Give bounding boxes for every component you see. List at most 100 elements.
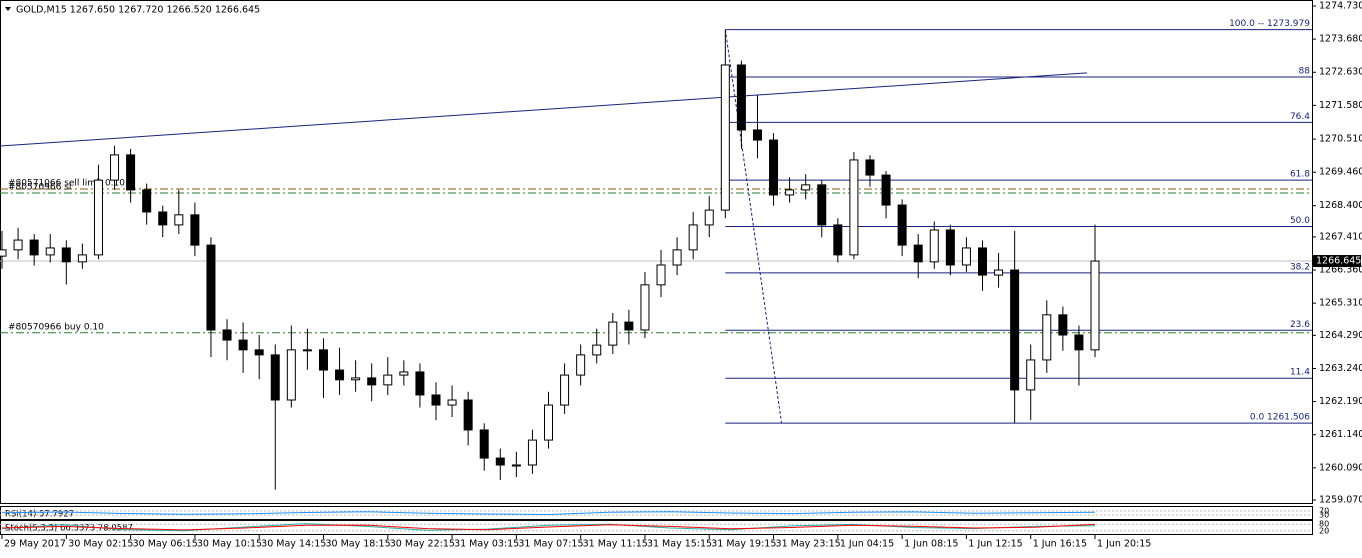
y-tick-label: 1272.630 [1319, 67, 1362, 78]
candle-body [126, 154, 136, 191]
panel-tick-label: 80 [1319, 520, 1329, 529]
y-tick-label: 1271.580 [1319, 100, 1362, 111]
rsi-frame [0, 506, 1313, 520]
x-tick-label: 1 Jun 20:15 [1097, 539, 1151, 550]
x-tick-label: 1 Jun 08:15 [904, 539, 958, 550]
order-label: #80570966 buy 0.10 [8, 322, 104, 332]
x-tick-label: 31 May 23:15 [776, 539, 841, 550]
candle-body [608, 321, 618, 346]
candle-body [1090, 260, 1100, 351]
candle-body [1010, 269, 1020, 391]
y-tick-label: 1265.310 [1319, 298, 1362, 309]
candle-body [1042, 314, 1052, 361]
x-tick-label: 30 May 14:15 [261, 539, 326, 550]
candle-body [1026, 359, 1036, 391]
candle-body [447, 399, 457, 406]
fib-label: 11.4 [1290, 368, 1310, 378]
fib-label: 50.0 [1290, 216, 1310, 226]
candle-body [752, 129, 762, 141]
candle-body [254, 349, 264, 356]
x-tick-label: 30 May 22:15 [390, 539, 455, 550]
panel-tick-label: 30 [1319, 511, 1329, 520]
candle-body [640, 284, 650, 331]
candle-body [479, 429, 489, 459]
candle-body [206, 244, 216, 331]
indicator-line [1, 523, 1096, 532]
candle-body [833, 224, 843, 256]
candle-body [142, 189, 152, 213]
y-tick-label: 1260.090 [1319, 462, 1362, 473]
main-frame [0, 0, 1313, 504]
candle-body [174, 214, 184, 226]
x-tick-label: 1 Jun 04:15 [840, 539, 894, 550]
candle-body [222, 329, 232, 341]
candle-body [656, 264, 666, 286]
candle-body [977, 247, 987, 276]
candle-body [929, 229, 939, 263]
menu-triangle [5, 7, 11, 11]
candle-body [13, 239, 23, 251]
candle-body [801, 184, 811, 191]
x-tick-label: 30 May 02:15 [68, 539, 133, 550]
x-tick-label: 31 May 11:15 [583, 539, 648, 550]
rsi-label: RSI(14) 57.7927 [5, 510, 74, 520]
fib-label: 100.0 -- 1273.979 [1229, 19, 1310, 29]
candle-body [93, 179, 103, 256]
panel-tick-label: 70 [1319, 507, 1329, 516]
candle-body [817, 184, 827, 226]
stoch-label: Stoch(5,3,3) 66.3373 78.0587 [5, 524, 133, 534]
candle-body [592, 344, 602, 356]
fib-label: 0.0 1261.506 [1250, 413, 1310, 423]
price-tag-label: 1266.645 [1316, 256, 1361, 267]
candle-body [527, 439, 537, 466]
y-tick-label: 1268.400 [1319, 200, 1362, 211]
header: GOLD,M15 1267.650 1267.720 1266.520 1266… [16, 5, 260, 16]
candle-body [865, 159, 875, 176]
candle-body [785, 189, 795, 196]
candle-body [897, 204, 907, 246]
fib-label: 61.8 [1290, 170, 1310, 180]
fib-baseline [724, 29, 783, 424]
candle-body [1074, 334, 1084, 351]
candle-body [286, 349, 296, 401]
candle-body [270, 354, 280, 401]
candle-body [736, 64, 746, 131]
candle-body [61, 247, 71, 263]
candle-body [672, 249, 682, 266]
order-label: #80571066 sell limit 0.10 [8, 178, 125, 188]
x-tick-label: 31 May 19:15 [711, 539, 776, 550]
y-tick-label: 1269.460 [1319, 167, 1362, 178]
candle-body [881, 174, 891, 206]
candle-body [994, 269, 1004, 276]
candle-body [77, 254, 87, 263]
candle-body [495, 457, 505, 466]
y-tick-label: 1266.360 [1319, 265, 1362, 276]
x-tick-label: 29 May 2017 [4, 539, 66, 550]
candle-body [560, 374, 570, 406]
x-tick-label: 1 Jun 16:15 [1033, 539, 1087, 550]
candle-body [463, 399, 473, 431]
candle-body [688, 224, 698, 251]
candle-body [511, 464, 521, 467]
y-tick-label: 1267.410 [1319, 231, 1362, 242]
candle-body [351, 377, 361, 381]
order-label: #80570966 sl [8, 183, 71, 193]
candle-body [1058, 314, 1068, 336]
y-tick-label: 1274.730 [1319, 0, 1362, 11]
candle-body [415, 371, 425, 396]
candle-body [431, 394, 441, 406]
x-tick-label: 31 May 03:15 [454, 539, 519, 550]
indicator-line [1, 523, 1096, 531]
candle-body [29, 239, 39, 256]
y-tick-label: 1264.290 [1319, 330, 1362, 341]
x-tick-label: 30 May 10:15 [197, 539, 262, 550]
candle-body [45, 247, 55, 256]
candle-body [0, 249, 7, 257]
candle-body [190, 214, 200, 246]
indicator-line [1, 511, 1096, 516]
price-tag [1313, 255, 1361, 268]
x-tick-label: 30 May 18:15 [325, 539, 390, 550]
fib-label: 76.4 [1290, 112, 1310, 122]
y-tick-label: 1263.240 [1319, 363, 1362, 374]
